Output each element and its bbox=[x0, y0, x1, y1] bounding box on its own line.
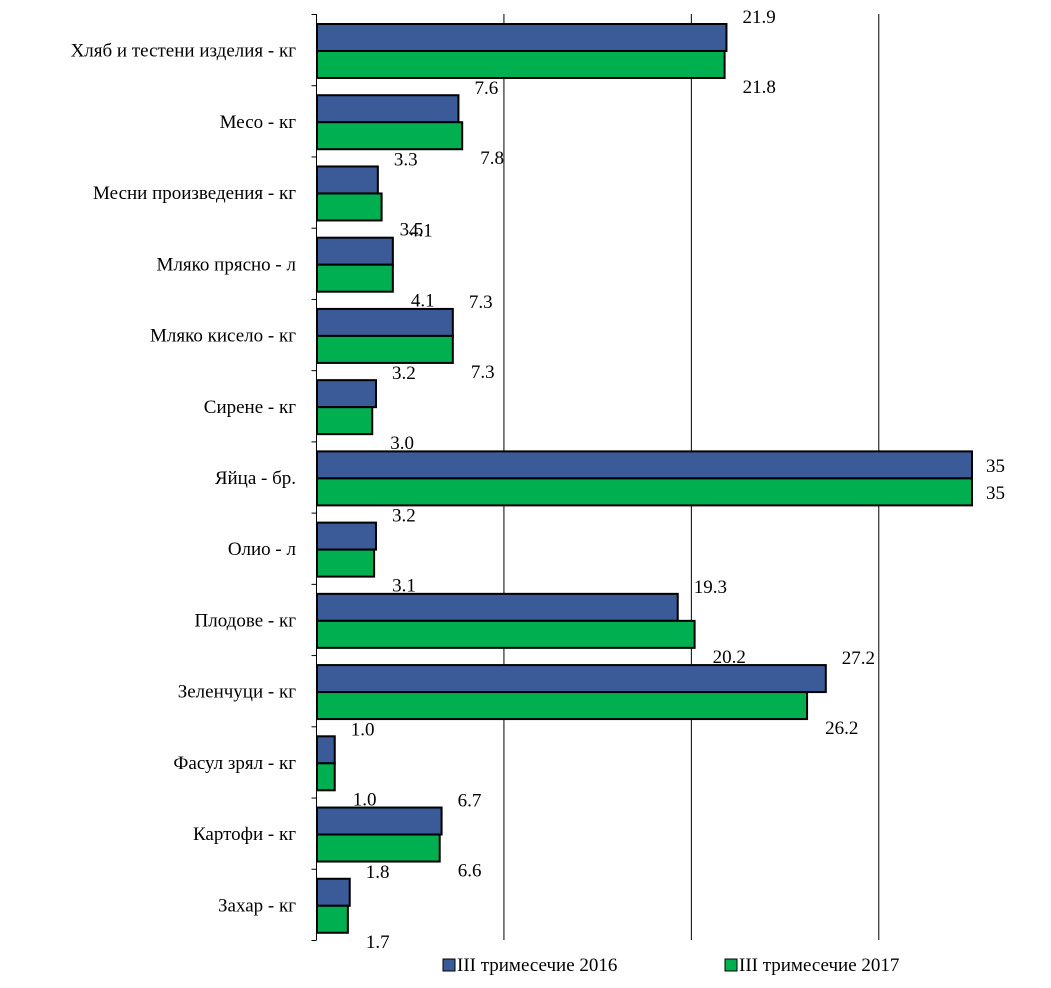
bar bbox=[316, 263, 394, 293]
data-label: 21.8 bbox=[743, 77, 776, 98]
bar bbox=[316, 477, 973, 507]
data-label: 3.5 bbox=[400, 219, 424, 240]
bar bbox=[316, 379, 377, 409]
data-label: 7.3 bbox=[469, 292, 493, 313]
category-label: Плодове - кг bbox=[195, 610, 297, 631]
legend-label: III тримесечие 2016 bbox=[457, 955, 617, 976]
data-label: 6.6 bbox=[458, 861, 482, 882]
data-label: 1.8 bbox=[366, 862, 390, 883]
category-label: Хляб и тестени изделия - кг bbox=[71, 41, 297, 62]
data-label: 1.0 bbox=[353, 789, 377, 810]
bars bbox=[316, 23, 973, 934]
data-label: 26.2 bbox=[825, 718, 858, 739]
data-label: 3.3 bbox=[394, 149, 418, 170]
data-label: 19.3 bbox=[694, 577, 727, 598]
data-label: 1.0 bbox=[351, 719, 375, 740]
labels: Хляб и тестени изделия - кг 21.9 21.8 Месо … bbox=[71, 7, 1005, 953]
y-axis bbox=[311, 14, 317, 941]
data-label: 1.7 bbox=[366, 932, 390, 953]
legend-label: III тримесечие 2017 bbox=[739, 955, 899, 976]
bar bbox=[316, 548, 376, 578]
data-label: 3.2 bbox=[392, 506, 416, 527]
bar bbox=[316, 877, 351, 907]
data-label: 3.1 bbox=[392, 576, 416, 597]
data-label: 3.0 bbox=[390, 433, 414, 454]
bar bbox=[316, 450, 973, 480]
category-label: Месо - кг bbox=[220, 112, 297, 133]
category-label: Мляко кисело - кг bbox=[150, 326, 296, 347]
data-label: 21.9 bbox=[742, 7, 775, 28]
data-label: 4.1 bbox=[409, 221, 433, 242]
category-label: Фасул зрял - кг bbox=[173, 753, 296, 774]
legend: III тримесечие 2016 III тримесечие 2017 bbox=[442, 955, 899, 976]
bar bbox=[316, 904, 349, 934]
category-label: Зеленчуци - кг bbox=[178, 682, 296, 703]
bar bbox=[316, 406, 374, 436]
category-label: Захар - кг bbox=[218, 895, 296, 916]
bar bbox=[316, 592, 679, 622]
bar bbox=[316, 619, 696, 649]
bar bbox=[316, 762, 336, 792]
data-label: 35 bbox=[986, 456, 1005, 477]
data-label: 6.7 bbox=[458, 791, 482, 812]
data-label: 3.2 bbox=[392, 363, 416, 384]
category-label: Яйца - бр. bbox=[215, 468, 296, 489]
bar bbox=[316, 664, 827, 694]
category-label: Месни произведения - кг bbox=[93, 183, 296, 204]
bar bbox=[316, 521, 377, 551]
bar bbox=[316, 806, 443, 836]
bar bbox=[316, 236, 394, 266]
legend-swatch bbox=[442, 958, 456, 972]
legend-swatch bbox=[724, 958, 738, 972]
bar bbox=[316, 691, 809, 721]
bar bbox=[316, 307, 454, 337]
bar bbox=[316, 94, 460, 124]
data-label: 7.3 bbox=[471, 362, 495, 383]
bar bbox=[316, 121, 464, 151]
bar bbox=[316, 192, 383, 222]
bar bbox=[316, 735, 336, 765]
data-label: 27.2 bbox=[842, 648, 875, 669]
bar bbox=[316, 165, 379, 195]
bar bbox=[316, 833, 441, 863]
bar bbox=[316, 50, 726, 79]
bar bbox=[316, 23, 728, 52]
bar bbox=[316, 334, 454, 364]
category-label: Сирене - кг bbox=[204, 397, 296, 418]
category-label: Картофи - кг bbox=[193, 824, 296, 845]
data-label: 7.8 bbox=[480, 148, 504, 169]
category-label: Мляко прясно - л bbox=[157, 254, 297, 275]
data-label: 7.6 bbox=[474, 78, 498, 99]
data-label: 20.2 bbox=[713, 647, 746, 668]
category-label: Олио - л bbox=[228, 539, 297, 560]
data-label: 4.1 bbox=[411, 291, 435, 312]
data-label: 35 bbox=[986, 483, 1005, 504]
